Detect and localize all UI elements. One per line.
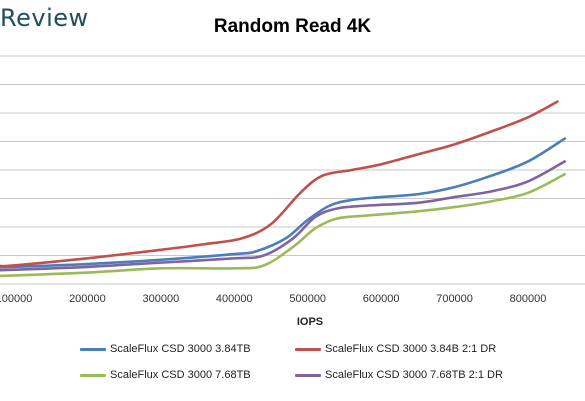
x-tick-label: 700000	[436, 293, 473, 305]
series-line-2	[0, 100, 559, 268]
x-tick-label: 600000	[363, 293, 400, 305]
x-tick-labels: 100000 200000 300000 400000 500000 600000 7000…	[0, 293, 546, 305]
x-tick-label: 300000	[142, 293, 179, 305]
x-tick-label: 500000	[289, 293, 326, 305]
chart-title: Random Read 4K	[213, 16, 372, 37]
series-line-3	[0, 172, 567, 278]
gridlines	[0, 55, 585, 285]
x-tick-label: 400000	[216, 293, 253, 305]
brand-logo-text: Review	[0, 4, 89, 32]
x-tick-label: 200000	[69, 293, 106, 305]
series-line-1	[0, 137, 567, 269]
x-axis-label: IOPS	[296, 316, 324, 328]
series-line-4	[0, 160, 567, 272]
series-lines	[0, 100, 567, 278]
x-tick-label: 100000	[0, 293, 32, 305]
x-tick-label: 800000	[510, 293, 547, 305]
